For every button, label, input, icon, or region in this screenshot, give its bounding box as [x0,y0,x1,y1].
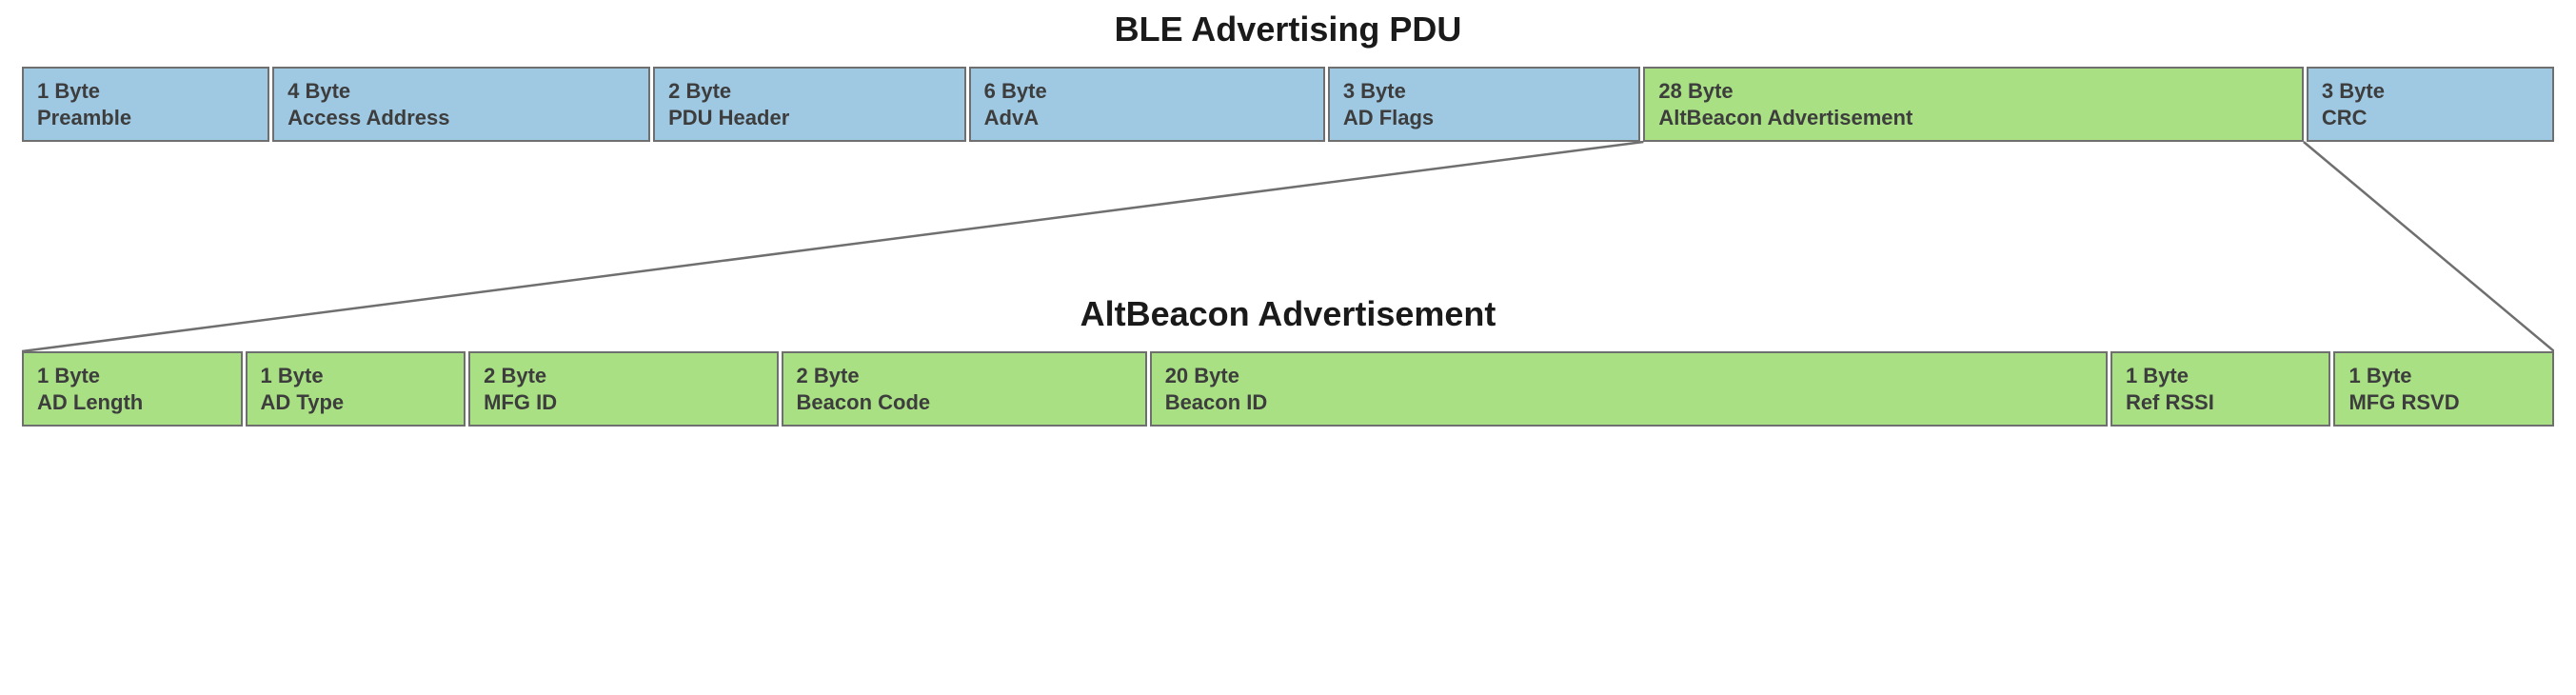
top-field-6: 3 ByteCRC [2307,67,2554,142]
top-field-0: 1 BytePreamble [22,67,269,142]
connector-lines [22,142,2554,294]
connector-zone [22,142,2554,294]
bottom-field-0-size: 1 Byte [37,363,228,389]
top-field-6-label: CRC [2322,105,2539,131]
top-field-3: 6 ByteAdvA [969,67,1325,142]
top-field-5-label: AltBeacon Advertisement [1658,105,2289,131]
bottom-row: 1 ByteAD Length1 ByteAD Type2 ByteMFG ID… [22,351,2554,427]
bottom-field-3: 2 ByteBeacon Code [782,351,1147,427]
bottom-field-0: 1 ByteAD Length [22,351,243,427]
top-field-1-label: Access Address [287,105,635,131]
bottom-field-3-label: Beacon Code [797,389,1132,416]
bottom-title: AltBeacon Advertisement [22,294,2554,334]
top-field-0-label: Preamble [37,105,254,131]
top-field-2-size: 2 Byte [668,78,951,105]
bottom-field-5-size: 1 Byte [2126,363,2316,389]
bottom-field-4-size: 20 Byte [1165,363,2092,389]
top-field-5: 28 ByteAltBeacon Advertisement [1643,67,2304,142]
bottom-field-5-label: Ref RSSI [2126,389,2316,416]
bottom-field-1-size: 1 Byte [261,363,451,389]
top-field-6-size: 3 Byte [2322,78,2539,105]
bottom-field-1: 1 ByteAD Type [246,351,466,427]
bottom-field-1-label: AD Type [261,389,451,416]
bottom-field-2-label: MFG ID [484,389,763,416]
bottom-field-3-size: 2 Byte [797,363,1132,389]
bottom-field-6: 1 ByteMFG RSVD [2333,351,2554,427]
top-field-5-size: 28 Byte [1658,78,2289,105]
top-title: BLE Advertising PDU [22,10,2554,50]
bottom-field-2: 2 ByteMFG ID [468,351,778,427]
top-field-2: 2 BytePDU Header [653,67,966,142]
top-field-0-size: 1 Byte [37,78,254,105]
top-field-2-label: PDU Header [668,105,951,131]
bottom-field-5: 1 ByteRef RSSI [2110,351,2331,427]
top-field-4: 3 ByteAD Flags [1328,67,1641,142]
top-field-1-size: 4 Byte [287,78,635,105]
top-field-3-label: AdvA [984,105,1310,131]
top-field-3-size: 6 Byte [984,78,1310,105]
top-field-4-size: 3 Byte [1343,78,1626,105]
bottom-field-0-label: AD Length [37,389,228,416]
top-field-4-label: AD Flags [1343,105,1626,131]
top-field-1: 4 ByteAccess Address [272,67,650,142]
top-row: 1 BytePreamble4 ByteAccess Address2 Byte… [22,67,2554,142]
bottom-field-2-size: 2 Byte [484,363,763,389]
bottom-field-6-size: 1 Byte [2348,363,2539,389]
bottom-field-4: 20 ByteBeacon ID [1150,351,2108,427]
bottom-field-4-label: Beacon ID [1165,389,2092,416]
bottom-field-6-label: MFG RSVD [2348,389,2539,416]
